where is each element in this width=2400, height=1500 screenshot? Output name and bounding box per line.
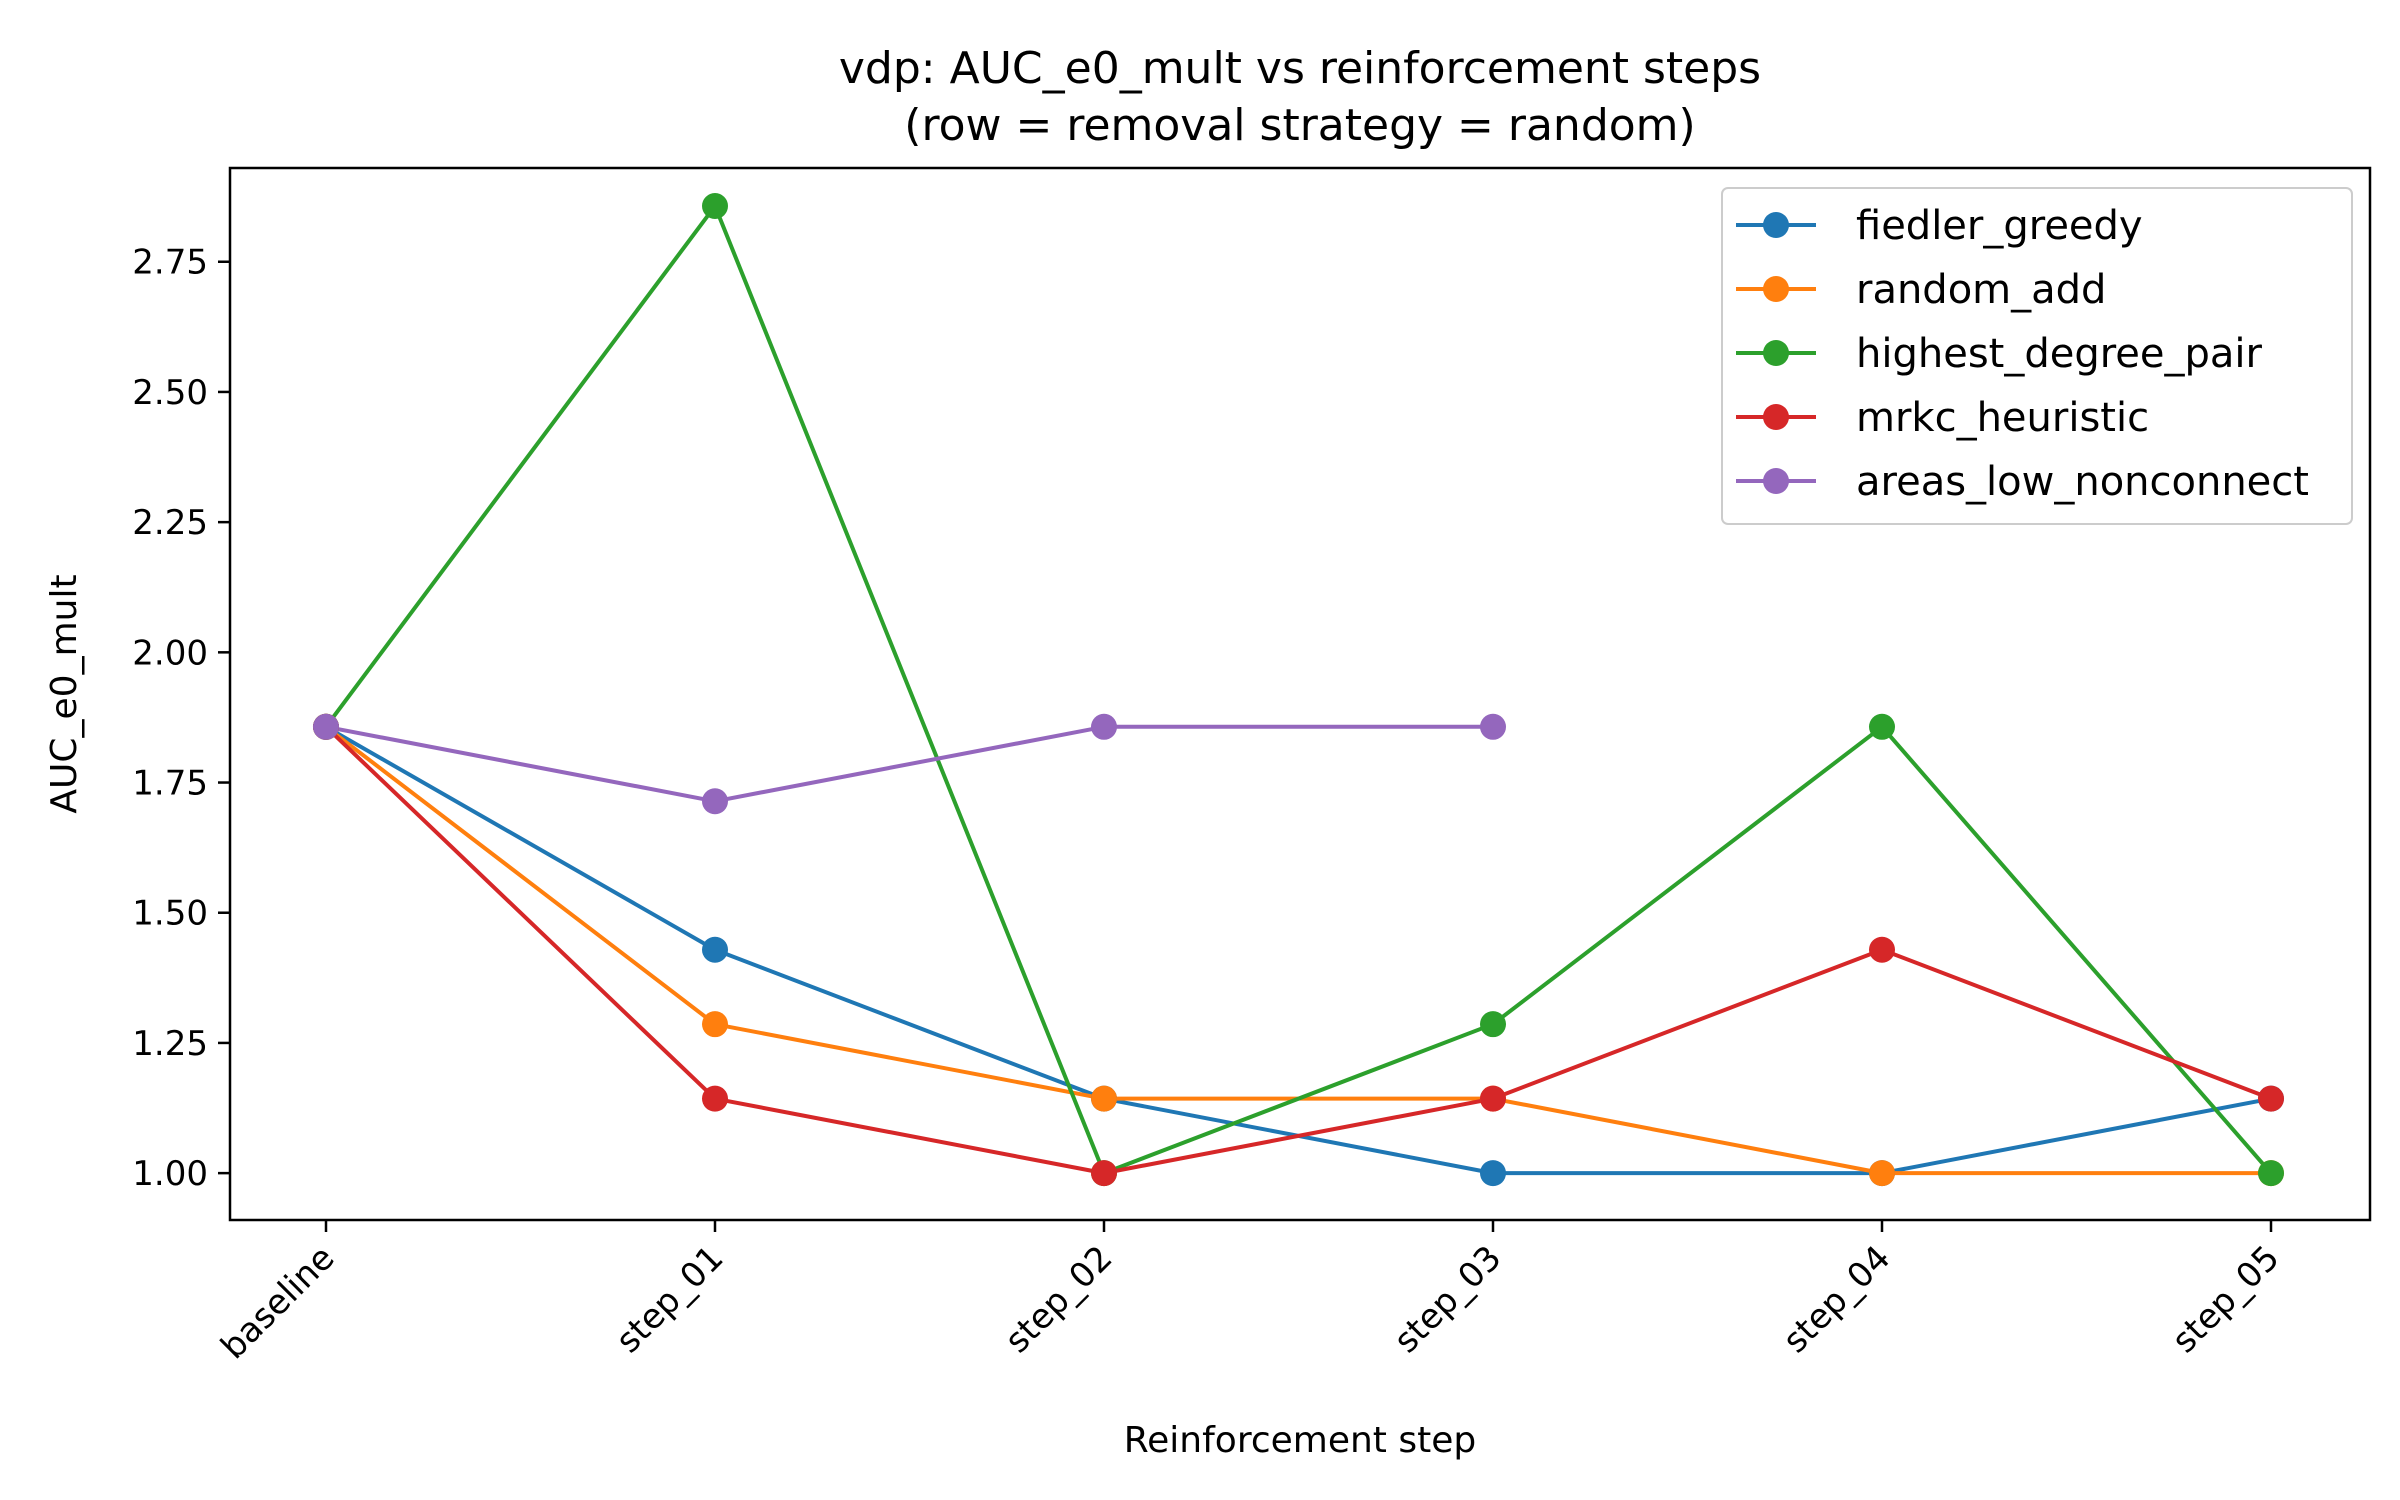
data-point-fiedler_greedy — [702, 936, 728, 963]
series-lines — [324, 204, 2273, 1176]
series-line-mrkc_heuristic — [324, 725, 2272, 1176]
x-axis-label: Reinforcement step — [1124, 1420, 1476, 1461]
y-tick-label: 1.00 — [132, 1154, 208, 1194]
data-point-mrkc_heuristic — [1091, 1160, 1117, 1187]
legend-label: random_add — [1856, 267, 2106, 313]
y-axis-label: AUC_e0_mult — [44, 574, 85, 813]
chart-title: vdp: AUC_e0_mult vs reinforcement steps — [839, 43, 1761, 94]
x-tick-label: step_02 — [997, 1238, 1120, 1361]
data-point-highest_degree_pair — [1869, 713, 1895, 740]
legend-label: mrkc_heuristic — [1856, 395, 2149, 441]
legend-marker — [1763, 468, 1789, 494]
data-point-areas_low_nonconnect — [313, 713, 339, 740]
data-point-highest_degree_pair — [2258, 1160, 2284, 1187]
x-tick-label: step_03 — [1386, 1238, 1509, 1361]
data-point-areas_low_nonconnect — [702, 788, 728, 815]
legend-marker — [1763, 212, 1789, 238]
y-tick-label: 1.25 — [132, 1024, 208, 1064]
x-tick-label: step_04 — [1775, 1238, 1898, 1361]
x-axis: baseline step_01 step_02 step_03 step_04 step… — [213, 1220, 2287, 1367]
data-point-random_add — [702, 1011, 728, 1038]
series-line-random_add — [324, 725, 2271, 1176]
data-point-mrkc_heuristic — [1869, 936, 1895, 963]
plot-frame — [228, 166, 2372, 1222]
data-point-random_add — [1091, 1085, 1117, 1112]
y-tick-label: 2.50 — [132, 373, 208, 413]
x-tick-label: step_05 — [2164, 1238, 2287, 1361]
y-axis: 1.00 1.25 1.50 1.75 2.00 2.25 2.50 2.75 — [132, 243, 230, 1194]
y-tick-label: 2.00 — [132, 633, 208, 673]
series-line-areas_low_nonconnect — [325, 724, 1493, 804]
legend-marker — [1763, 276, 1789, 302]
legend-marker — [1763, 404, 1789, 430]
data-point-mrkc_heuristic — [1480, 1085, 1506, 1112]
data-point-areas_low_nonconnect — [1091, 713, 1117, 740]
series-markers — [313, 193, 2284, 1187]
data-point-mrkc_heuristic — [2258, 1085, 2284, 1112]
legend-label: areas_low_nonconnect — [1856, 459, 2309, 505]
x-tick-label: baseline — [213, 1238, 342, 1367]
data-point-highest_degree_pair — [1480, 1011, 1506, 1038]
data-point-random_add — [1869, 1160, 1895, 1187]
chart-subtitle: (row = removal strategy = random) — [904, 100, 1695, 151]
y-tick-label: 1.75 — [132, 764, 208, 804]
data-point-mrkc_heuristic — [702, 1085, 728, 1112]
y-tick-label: 1.50 — [132, 894, 208, 934]
legend-label: highest_degree_pair — [1856, 331, 2263, 377]
data-point-fiedler_greedy — [1480, 1160, 1506, 1187]
data-point-highest_degree_pair — [702, 193, 728, 220]
legend-frame — [1721, 187, 2353, 525]
legend-label: fiedler_greedy — [1856, 203, 2143, 249]
legend: fiedler_greedy random_add highest_degree_p… — [1721, 187, 2353, 525]
series-line-highest_degree_pair — [324, 204, 2273, 1176]
x-tick-label: step_01 — [608, 1238, 731, 1361]
y-tick-label: 2.75 — [132, 243, 208, 283]
legend-marker — [1763, 340, 1789, 366]
data-point-areas_low_nonconnect — [1480, 713, 1506, 740]
y-tick-label: 2.25 — [132, 503, 208, 543]
